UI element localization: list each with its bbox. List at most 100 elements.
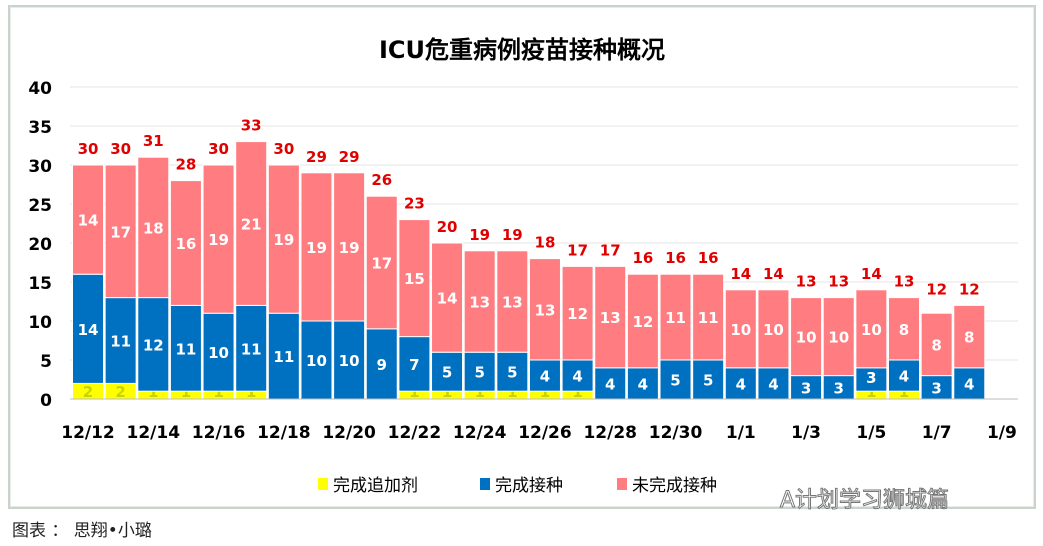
data-label: 14 bbox=[78, 321, 99, 339]
data-label: 19 bbox=[339, 239, 360, 257]
data-label: 17 bbox=[371, 255, 392, 273]
y-tick-label: 20 bbox=[28, 235, 52, 255]
data-label: 11 bbox=[110, 333, 131, 351]
total-label: 20 bbox=[437, 218, 458, 236]
data-label: 18 bbox=[143, 219, 164, 237]
total-label: 17 bbox=[600, 241, 621, 259]
x-tick-label: 1/1 bbox=[726, 423, 756, 443]
total-label: 30 bbox=[273, 140, 294, 158]
data-label: 4 bbox=[899, 368, 909, 386]
bar-segment bbox=[300, 172, 333, 322]
bar-segment bbox=[463, 250, 496, 353]
data-label: 10 bbox=[763, 321, 784, 339]
bar-segment bbox=[137, 156, 170, 299]
total-label: 19 bbox=[469, 226, 490, 244]
data-label: 14 bbox=[78, 212, 99, 230]
bar-segment bbox=[659, 273, 692, 361]
total-label: 13 bbox=[894, 273, 915, 291]
x-tick-label: 12/30 bbox=[649, 423, 703, 443]
bar-segment bbox=[594, 265, 627, 369]
bar-segment bbox=[692, 359, 725, 400]
data-label: 10 bbox=[339, 352, 360, 370]
data-label: 1 bbox=[181, 383, 191, 401]
bar-segment bbox=[692, 273, 725, 361]
bar-segment bbox=[463, 351, 496, 392]
bar-segment bbox=[333, 172, 366, 322]
total-label: 28 bbox=[175, 156, 196, 174]
y-tick-label: 25 bbox=[28, 196, 52, 216]
data-label: 3 bbox=[866, 369, 876, 387]
bar-segment bbox=[104, 164, 137, 299]
bar-segment bbox=[953, 304, 986, 369]
y-tick-label: 0 bbox=[40, 391, 52, 411]
x-tick-label: 12/18 bbox=[257, 423, 311, 443]
total-label: 33 bbox=[241, 117, 262, 135]
data-label: 4 bbox=[605, 375, 615, 393]
y-tick-label: 10 bbox=[28, 313, 52, 333]
legend-label: 完成接种 bbox=[495, 476, 563, 496]
data-label: 1 bbox=[442, 383, 452, 401]
data-label: 4 bbox=[964, 375, 974, 393]
x-tick-label: 12/28 bbox=[583, 423, 637, 443]
data-label: 1 bbox=[540, 383, 550, 401]
bar-segment bbox=[561, 359, 594, 392]
data-label: 11 bbox=[273, 348, 294, 366]
data-label: 1 bbox=[148, 383, 158, 401]
data-label: 10 bbox=[306, 352, 327, 370]
chart-title: ICU危重病例疫苗接种概况 bbox=[379, 36, 665, 64]
total-label: 26 bbox=[371, 171, 392, 189]
bar-segment bbox=[757, 289, 790, 369]
bar-segment bbox=[561, 265, 594, 361]
data-label: 7 bbox=[409, 356, 419, 374]
data-label: 17 bbox=[110, 223, 131, 241]
bar-segment bbox=[496, 250, 529, 353]
data-label: 1 bbox=[507, 383, 517, 401]
data-label: 13 bbox=[535, 301, 556, 319]
data-label: 1 bbox=[474, 383, 484, 401]
watermark: A计划学习狮城篇 bbox=[779, 488, 950, 514]
data-label: 13 bbox=[600, 309, 621, 327]
data-label: 1 bbox=[409, 383, 419, 401]
bar-segment bbox=[659, 359, 692, 400]
bar-segment bbox=[398, 336, 431, 392]
bar-segment bbox=[855, 289, 888, 369]
bar-segment bbox=[594, 367, 627, 400]
legend-label: 完成追加剂 bbox=[333, 476, 418, 496]
x-tick-label: 12/16 bbox=[192, 423, 246, 443]
total-label: 16 bbox=[665, 249, 686, 267]
bar-segment bbox=[202, 164, 235, 314]
total-label: 29 bbox=[339, 148, 360, 166]
total-label: 14 bbox=[763, 265, 784, 283]
data-label: 4 bbox=[540, 368, 550, 386]
data-label: 12 bbox=[632, 313, 653, 331]
data-label: 4 bbox=[768, 375, 778, 393]
bar-segment bbox=[72, 273, 104, 384]
data-label: 1 bbox=[213, 383, 223, 401]
total-label: 23 bbox=[404, 195, 425, 213]
data-label: 16 bbox=[175, 235, 196, 253]
data-label: 9 bbox=[377, 356, 387, 374]
data-label: 4 bbox=[572, 368, 582, 386]
data-label: 13 bbox=[502, 294, 523, 312]
x-tick-label: 1/3 bbox=[791, 423, 821, 443]
data-label: 5 bbox=[507, 364, 517, 382]
bar-segment bbox=[169, 180, 202, 306]
bar-segment bbox=[528, 258, 561, 361]
total-label: 14 bbox=[730, 265, 751, 283]
data-label: 1 bbox=[572, 383, 582, 401]
data-label: 3 bbox=[801, 379, 811, 397]
x-tick-label: 1/9 bbox=[987, 423, 1017, 443]
bar-segment bbox=[365, 195, 398, 330]
bar-segment bbox=[235, 141, 268, 306]
legend-swatch bbox=[617, 478, 627, 490]
bar-segment bbox=[72, 164, 104, 275]
total-label: 14 bbox=[861, 265, 882, 283]
data-label: 5 bbox=[474, 364, 484, 382]
legend-label: 未完成接种 bbox=[632, 476, 717, 496]
bar-segment bbox=[137, 297, 170, 392]
data-label: 19 bbox=[208, 231, 229, 249]
bar-segment bbox=[267, 312, 300, 400]
data-label: 1 bbox=[246, 383, 256, 401]
data-label: 8 bbox=[964, 329, 974, 347]
data-label: 19 bbox=[273, 231, 294, 249]
